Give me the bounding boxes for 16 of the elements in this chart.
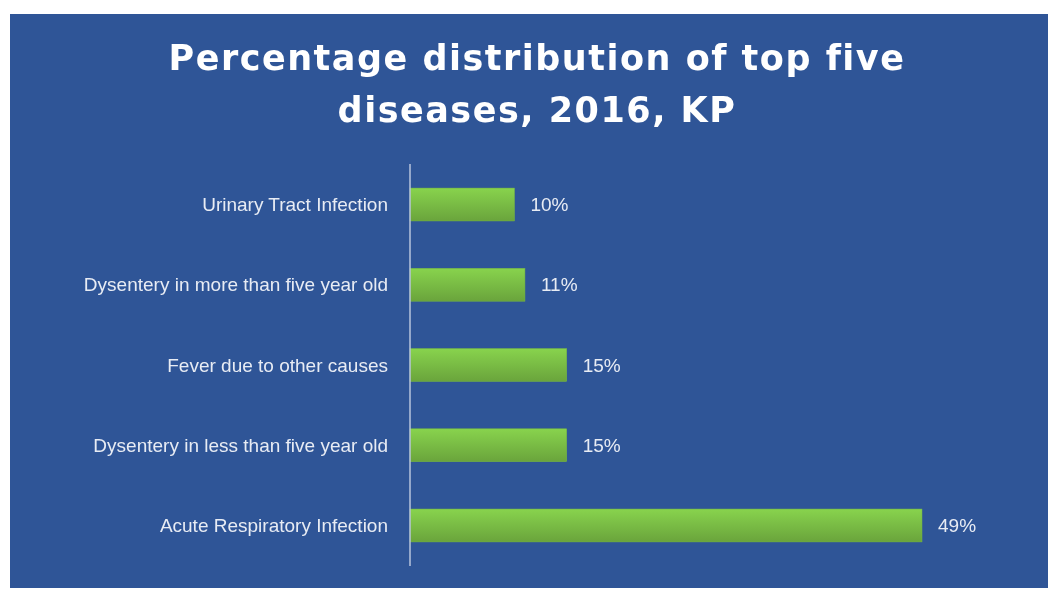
y-tick-label: Dysentery in more than five year old [83, 274, 388, 296]
bar [409, 428, 567, 462]
data-label: 15% [582, 354, 621, 376]
y-tick-label: Fever due to other causes [167, 354, 388, 376]
data-label: 11% [540, 274, 578, 296]
y-tick-label: Dysentery in less than five year old [93, 434, 388, 456]
chart-title: Percentage distribution of top five diseases, 2016, KP [168, 38, 906, 130]
data-label: 10% [530, 194, 569, 216]
y-tick-label: Acute Respiratory Infection [159, 515, 388, 537]
bar [409, 268, 526, 302]
data-label: 49% [938, 515, 977, 537]
bar [409, 348, 567, 382]
bar [409, 187, 515, 222]
bar [409, 508, 923, 543]
y-tick-label: Urinary Tract Infection [202, 194, 388, 216]
data-label: 15% [582, 434, 621, 456]
